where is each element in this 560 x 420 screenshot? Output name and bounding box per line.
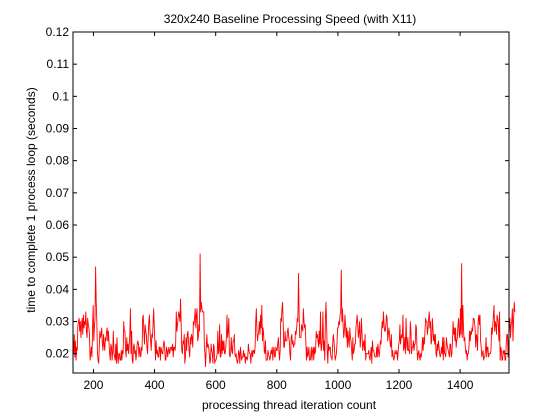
axis-ticks: 0.02 0.03 0.04 0.05 0.06 0.07 0.08 0.09 0.1 0.11 0…: [46, 25, 509, 392]
x-tick-label: 800: [267, 378, 287, 392]
x-axis-label: processing thread iteration count: [202, 398, 377, 412]
y-tick-label: 0.03: [46, 315, 70, 329]
chart-title: 320x240 Baseline Processing Speed (with …: [164, 12, 417, 26]
data-series-line-0: [72, 253, 516, 368]
y-tick-label: 0.07: [46, 186, 70, 200]
y-tick-label: 0.06: [46, 218, 70, 232]
x-tick-label: 400: [145, 378, 165, 392]
plot-area: [72, 31, 516, 374]
y-tick-label: 0.09: [46, 122, 70, 136]
x-tick-label: 1000: [325, 378, 352, 392]
y-axis-label: time to complete 1 process loop (seconds…: [24, 87, 38, 312]
y-tick-label: 0.12: [46, 25, 70, 39]
axes-box: [72, 31, 510, 374]
x-tick-label: 200: [83, 378, 103, 392]
y-tick-label: 0.08: [46, 154, 70, 168]
x-tick-label: 600: [206, 378, 226, 392]
x-tick-label: 1400: [447, 378, 474, 392]
y-tick-label: 0.11: [47, 57, 70, 71]
y-tick-label: 0.1: [52, 89, 69, 103]
x-tick-label: 1200: [386, 378, 413, 392]
y-tick-label: 0.02: [46, 347, 70, 361]
y-tick-label: 0.05: [46, 250, 70, 264]
y-tick-label: 0.04: [46, 282, 70, 296]
